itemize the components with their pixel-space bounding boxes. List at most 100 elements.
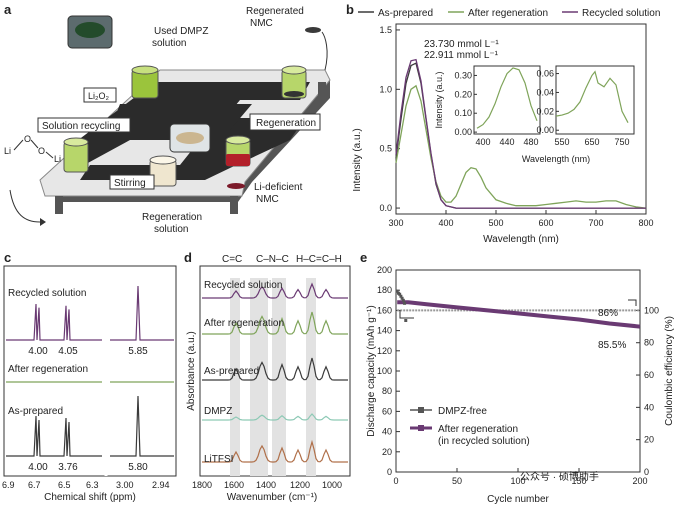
b-series-2 (395, 58, 646, 209)
e-xtick-50: 50 (452, 476, 462, 486)
platform-leg (230, 196, 238, 214)
e-ytick-0: 0 (387, 467, 392, 477)
inset-xlabel: Wavelength (nm) (522, 154, 590, 164)
b-xtick-300: 300 (388, 218, 403, 228)
d-trace-4 (202, 439, 348, 463)
panel-c-xlabel: Chemical shift (ppm) (44, 492, 136, 503)
e-point-free-2 (398, 292, 402, 296)
tag-solution-recycling-box (37, 117, 131, 133)
panel-c: c Recycled solution 4.00 4.05 5.85 After reg… (2, 250, 177, 503)
beaker-regeneration-red (225, 135, 251, 167)
photo-stirring-dish (176, 132, 204, 144)
c-tick-6.5: 6.5 (58, 480, 71, 490)
panel-e-y2label: Coulombic efficiency (%) (664, 316, 675, 426)
inset1-ytick-0.10: 0.10 (454, 108, 472, 118)
e-point-free-7 (404, 319, 408, 322)
tag-regeneration-solution-2: solution (154, 224, 188, 235)
panel-d-xlabel: Wavenumber (cm⁻¹) (227, 492, 317, 503)
c-tick-6.7: 6.7 (28, 480, 41, 490)
c-label-2: As-prepared (8, 406, 63, 417)
inset-2-frame (555, 65, 635, 135)
e-series-regen (397, 300, 641, 329)
tag-regeneration-solution: Regeneration (142, 212, 202, 223)
panel-b-label: b (346, 2, 354, 17)
e-y2tick-60: 60 (644, 370, 654, 380)
panel-d-label: d (184, 250, 192, 265)
e-ytick-180: 180 (377, 285, 392, 295)
e-xtick-200: 200 (632, 476, 647, 486)
panel-e-ylabel: Discharge capacity (mAh g⁻¹) (366, 305, 377, 436)
panel-e-yticks: 0 20 40 60 80 100 120 140 160 180 200 (377, 265, 400, 477)
d-tick-1200: 1200 (290, 480, 310, 490)
inset2-ytick-0.04: 0.04 (536, 87, 554, 97)
tag-used-dmpz-2: solution (152, 38, 186, 49)
inset1-ytick-0.30: 0.30 (454, 70, 472, 80)
d-label-3: DMPZ (204, 406, 232, 417)
tag-solution-recycling: Solution recycling (42, 121, 120, 132)
bond-hcc: H–C=C–H (296, 254, 342, 265)
inset2-xtick-650: 650 (584, 137, 599, 147)
c-tick-3.00: 3.00 (116, 480, 134, 490)
e-ytick-20: 20 (382, 447, 392, 457)
svg-text:Li: Li (54, 154, 61, 164)
e-ytick-100: 100 (377, 366, 392, 376)
band-cnc-1 (250, 278, 268, 476)
e-point-free-5 (401, 298, 405, 302)
d-trace-1 (202, 311, 348, 335)
panel-c-label: c (4, 250, 11, 265)
inset-2: 0.00 0.02 0.04 0.06 550 650 750 (536, 69, 629, 147)
e-ytick-120: 120 (377, 346, 392, 356)
inset1-line (476, 67, 538, 129)
e-xtick-100: 100 (510, 476, 525, 486)
e-point-free-0 (395, 289, 399, 293)
svg-text:Li: Li (4, 146, 11, 156)
b-ytick-1.5: 1.5 (379, 25, 392, 35)
e-point-free-4 (400, 296, 404, 300)
c-label-0: Recycled solution (8, 288, 86, 299)
inset1-ytick-0.20: 0.20 (454, 89, 472, 99)
d-label-4: LiTFSI (204, 454, 233, 465)
tag-li-deficient-2: NMC (256, 194, 279, 205)
panel-c-spectra: Recycled solution 4.00 4.05 5.85 After regen… (6, 270, 174, 476)
e-y2tick-0: 0 (644, 467, 649, 477)
panel-e: e 0 20 40 60 80 100 120 140 160 180 200 0 20 40 60 80 1… (360, 250, 675, 505)
c-integral-2-2: 5.80 (128, 462, 148, 473)
beaker-used-dmpz (131, 65, 159, 99)
d-tick-1400: 1400 (256, 480, 276, 490)
beaker-stirring (149, 155, 177, 187)
annot-concentration-1: 23.730 mmol L⁻¹ (424, 39, 499, 50)
d-tick-1000: 1000 (322, 480, 342, 490)
c-tick-6.9: 6.9 (2, 480, 15, 490)
regenerated-nmc-disk (305, 27, 321, 33)
c-tick-2.94: 2.94 (152, 480, 170, 490)
tag-li2o2: Li₂O₂ (88, 91, 109, 101)
e-ytick-160: 160 (377, 305, 392, 315)
tag-regenerated-nmc: Regenerated (246, 6, 304, 17)
watermark: 公众号 · 硕博助手 (520, 470, 599, 483)
c-tick-6.3: 6.3 (86, 480, 99, 490)
panel-b-lines (395, 58, 647, 209)
platform-leg (318, 82, 326, 102)
legend-after-regeneration-e-2: (in recycled solution) (438, 436, 530, 447)
c-integral-2-0: 4.00 (28, 462, 48, 473)
e-ytick-200: 200 (377, 265, 392, 275)
panel-e-y2ticks: 0 20 40 60 80 100 (636, 305, 659, 477)
c-label-1: After regeneration (8, 364, 88, 375)
c-integral-2-1: 3.76 (58, 462, 78, 473)
panel-d: d C=C C–N–C H–C=C–H Recycled solution Aft… (184, 250, 351, 503)
annot-capacity: 85.5% (598, 340, 626, 351)
li2o2-structure: Li O O Li (4, 134, 61, 164)
conveyor-belt-middle (110, 104, 252, 130)
inset1-xtick-400: 400 (475, 137, 490, 147)
d-label-2: As-prepared (204, 366, 259, 377)
li-deficient-nmc-disk (227, 183, 245, 189)
c-integral-0-1: 4.05 (58, 346, 78, 357)
tag-li-deficient: Li-deficient (254, 182, 303, 193)
arrow-left-axis (399, 310, 414, 319)
panel-e-label: e (360, 250, 367, 265)
b-xtick-800: 800 (638, 218, 653, 228)
inset2-ytick-0.00: 0.00 (536, 125, 554, 135)
tag-stirring: Stirring (114, 178, 146, 189)
beaker-regeneration-top (281, 65, 307, 99)
panel-e-series (395, 289, 641, 329)
